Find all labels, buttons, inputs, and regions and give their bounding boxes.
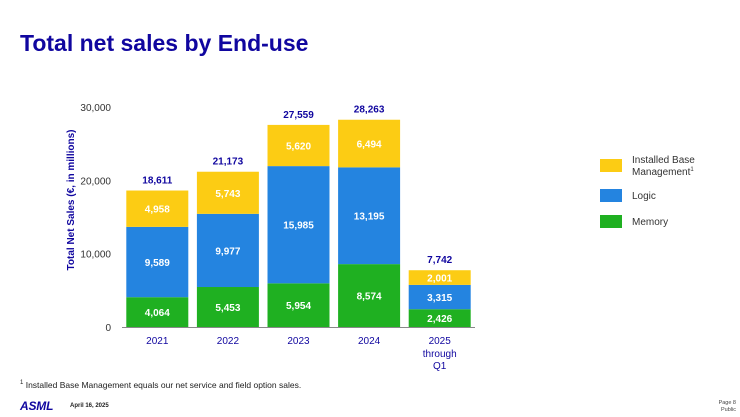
bar-segment-logic [408, 284, 471, 310]
data-label: 5,954 [286, 301, 311, 312]
bar-segment-installed-base-management [338, 119, 401, 168]
data-label: 5,743 [215, 189, 240, 200]
legend-superscript: 1 [690, 167, 694, 173]
data-label: 2,426 [427, 314, 452, 325]
data-label: 4,064 [145, 308, 170, 319]
footer-page-info: Page 8 Public [719, 400, 736, 414]
bar-segment-logic [196, 213, 259, 288]
x-tick-label: 2024 [358, 336, 381, 347]
bar-segment-installed-base-management [267, 124, 330, 167]
footer: ASML April 16, 2025 Page 8 Public [0, 398, 740, 417]
bar-segment-logic [267, 166, 330, 284]
legend-label: Memory [632, 217, 668, 228]
y-tick-label: 10,000 [80, 250, 111, 261]
data-label: 13,195 [354, 212, 385, 223]
bar-segment-memory [267, 283, 330, 327]
x-tick-label: 2025 [429, 336, 452, 347]
y-tick-label: 0 [105, 323, 111, 334]
classification-label: Public [721, 407, 736, 413]
bar-segment-memory [338, 264, 401, 327]
data-label: 2,001 [427, 274, 452, 285]
x-tick-label: 2022 [217, 336, 240, 347]
data-label: 5,453 [215, 303, 240, 314]
legend-swatch [600, 189, 622, 202]
bar-segment-installed-base-management [196, 171, 259, 214]
data-label: 6,494 [357, 140, 382, 151]
total-label: 27,559 [283, 110, 314, 121]
asml-logo: ASML [20, 399, 54, 413]
legend-swatch [600, 215, 622, 228]
page-number: Page 8 [718, 400, 736, 406]
data-label: 4,958 [145, 205, 170, 216]
footnote: 1 Installed Base Management equals our n… [20, 380, 301, 390]
footer-date: April 16, 2025 [70, 403, 109, 409]
y-tick-label: 20,000 [80, 176, 111, 187]
data-label: 15,985 [283, 221, 314, 232]
footnote-marker: 1 [20, 380, 24, 387]
legend-label: Management1 [632, 167, 694, 178]
stacked-bar-chart: 0 10,000 20,000 30,000 Total Net Sales (€, i… [66, 103, 695, 372]
total-label: 18,611 [142, 176, 172, 187]
x-tick-sublabel: Q1 [433, 361, 447, 372]
legend-label: Installed Base [632, 155, 695, 166]
total-label: 28,263 [354, 105, 385, 116]
data-label: 5,620 [286, 142, 311, 153]
y-tick-label: 30,000 [80, 103, 111, 114]
bar-segment-logic [338, 167, 401, 265]
bar-segment-memory [196, 287, 259, 327]
x-tick-sublabel: through [423, 349, 457, 360]
data-label: 8,574 [357, 292, 382, 303]
x-tick-label: 2021 [146, 336, 169, 347]
total-label: 7,742 [427, 255, 452, 266]
page-title: Total net sales by End-use [20, 30, 309, 56]
y-axis-label: Total Net Sales (€, in millions) [66, 130, 77, 271]
bar-segment-logic [126, 226, 189, 298]
total-label: 21,173 [213, 157, 244, 168]
legend-label: Logic [632, 191, 656, 202]
data-label: 9,977 [215, 246, 240, 257]
bar-segment-installed-base-management [126, 190, 189, 227]
bar-segment-installed-base-management [408, 270, 471, 285]
bar-segment-memory [126, 297, 189, 327]
data-label: 3,315 [427, 293, 452, 304]
footnote-text: Installed Base Management equals our net… [25, 380, 302, 390]
bar-segment-memory [408, 309, 471, 327]
data-label: 9,589 [145, 258, 170, 269]
x-tick-label: 2023 [287, 336, 310, 347]
legend-swatch [600, 159, 622, 172]
